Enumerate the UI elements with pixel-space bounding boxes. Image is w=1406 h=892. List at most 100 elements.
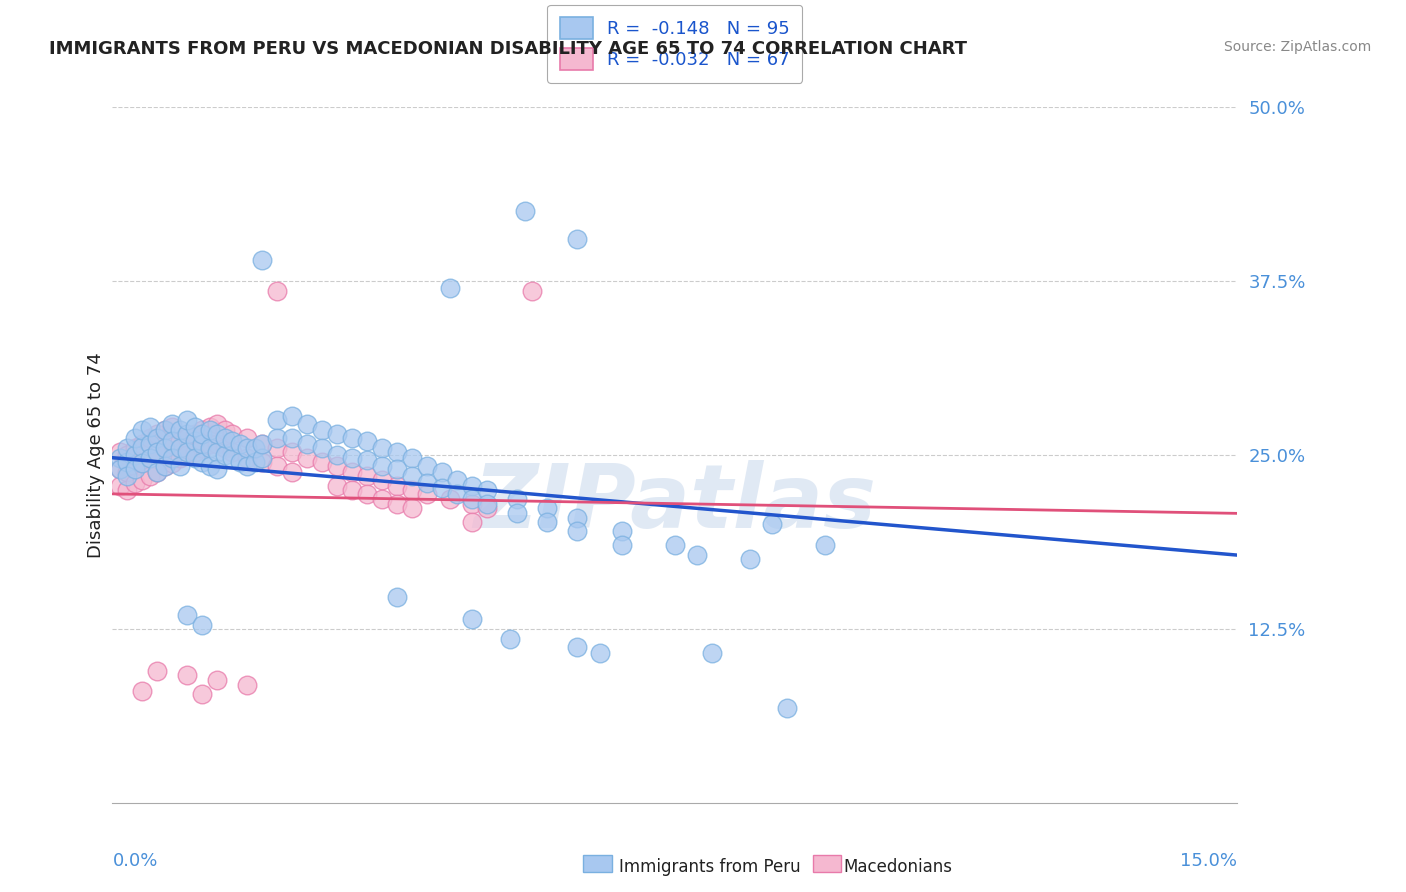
Point xyxy=(139,450,162,465)
Point xyxy=(207,445,229,459)
Point xyxy=(214,423,236,437)
Text: Source: ZipAtlas.com: Source: ZipAtlas.com xyxy=(1223,40,1371,54)
Point xyxy=(162,450,184,465)
Point xyxy=(214,431,236,445)
Point xyxy=(184,427,207,442)
Point xyxy=(536,500,558,515)
Point xyxy=(461,515,484,529)
Point xyxy=(184,450,207,465)
Point xyxy=(162,456,184,470)
Point xyxy=(387,462,409,476)
Point xyxy=(477,483,499,497)
Point xyxy=(198,458,221,473)
Point xyxy=(281,409,304,423)
Text: 15.0%: 15.0% xyxy=(1180,852,1237,870)
Point xyxy=(124,475,146,490)
Point xyxy=(169,458,191,473)
Point xyxy=(371,473,394,487)
Point xyxy=(814,538,837,552)
Point xyxy=(356,468,378,483)
Point xyxy=(191,427,214,442)
Point xyxy=(146,465,169,479)
Point xyxy=(207,673,229,688)
Point xyxy=(297,450,319,465)
Point xyxy=(311,441,333,455)
Point xyxy=(184,420,207,434)
Point xyxy=(326,458,349,473)
Point xyxy=(108,462,131,476)
Point xyxy=(153,423,176,437)
Point xyxy=(139,437,162,451)
Point xyxy=(446,473,468,487)
Point xyxy=(131,473,153,487)
FancyBboxPatch shape xyxy=(813,855,841,872)
Point xyxy=(131,455,153,469)
Point xyxy=(221,427,243,442)
Point xyxy=(176,667,198,681)
Point xyxy=(207,462,229,476)
Point xyxy=(387,497,409,511)
Point xyxy=(184,445,207,459)
Y-axis label: Disability Age 65 to 74: Disability Age 65 to 74 xyxy=(87,352,105,558)
Point xyxy=(401,468,423,483)
Point xyxy=(252,253,274,268)
Point xyxy=(236,677,259,691)
Point xyxy=(139,450,162,465)
Point xyxy=(513,204,536,219)
Point xyxy=(356,434,378,448)
Point xyxy=(207,427,229,442)
Text: 0.0%: 0.0% xyxy=(112,852,157,870)
Point xyxy=(221,445,243,459)
Point xyxy=(198,437,221,451)
Point xyxy=(191,441,214,455)
Point xyxy=(401,500,423,515)
Point xyxy=(162,417,184,432)
Point xyxy=(356,487,378,501)
Point xyxy=(176,427,198,442)
Point xyxy=(117,455,139,469)
Point xyxy=(356,453,378,467)
Point xyxy=(117,441,139,455)
Point xyxy=(198,420,221,434)
Point xyxy=(371,441,394,455)
Point xyxy=(108,462,131,476)
Legend: R =  -0.148   N = 95, R =  -0.032   N = 67: R = -0.148 N = 95, R = -0.032 N = 67 xyxy=(547,4,803,83)
Point xyxy=(108,445,131,459)
Point xyxy=(761,517,783,532)
Point xyxy=(326,427,349,442)
Point xyxy=(236,458,259,473)
Point xyxy=(229,455,252,469)
Point xyxy=(281,465,304,479)
Point xyxy=(702,646,724,660)
Point xyxy=(342,450,364,465)
Point xyxy=(108,450,131,465)
Point xyxy=(439,492,461,507)
Point xyxy=(214,441,236,455)
Point xyxy=(461,478,484,492)
Point xyxy=(461,612,484,626)
Point xyxy=(416,487,439,501)
Point xyxy=(432,465,454,479)
Point xyxy=(117,468,139,483)
Point xyxy=(461,492,484,507)
Point xyxy=(439,281,461,295)
Point xyxy=(146,664,169,678)
Point xyxy=(387,478,409,492)
Point xyxy=(243,455,266,469)
Point xyxy=(108,478,131,492)
Point xyxy=(252,455,274,469)
Point xyxy=(567,524,589,539)
Point xyxy=(146,445,169,459)
Point xyxy=(401,450,423,465)
Point xyxy=(266,431,288,445)
Point xyxy=(191,437,214,451)
Point xyxy=(191,687,214,701)
Point xyxy=(131,423,153,437)
Point xyxy=(589,646,612,660)
Point xyxy=(252,437,274,451)
Point xyxy=(567,510,589,524)
Point xyxy=(506,492,529,507)
Point xyxy=(214,448,236,462)
Point xyxy=(243,441,266,455)
Point xyxy=(236,431,259,445)
